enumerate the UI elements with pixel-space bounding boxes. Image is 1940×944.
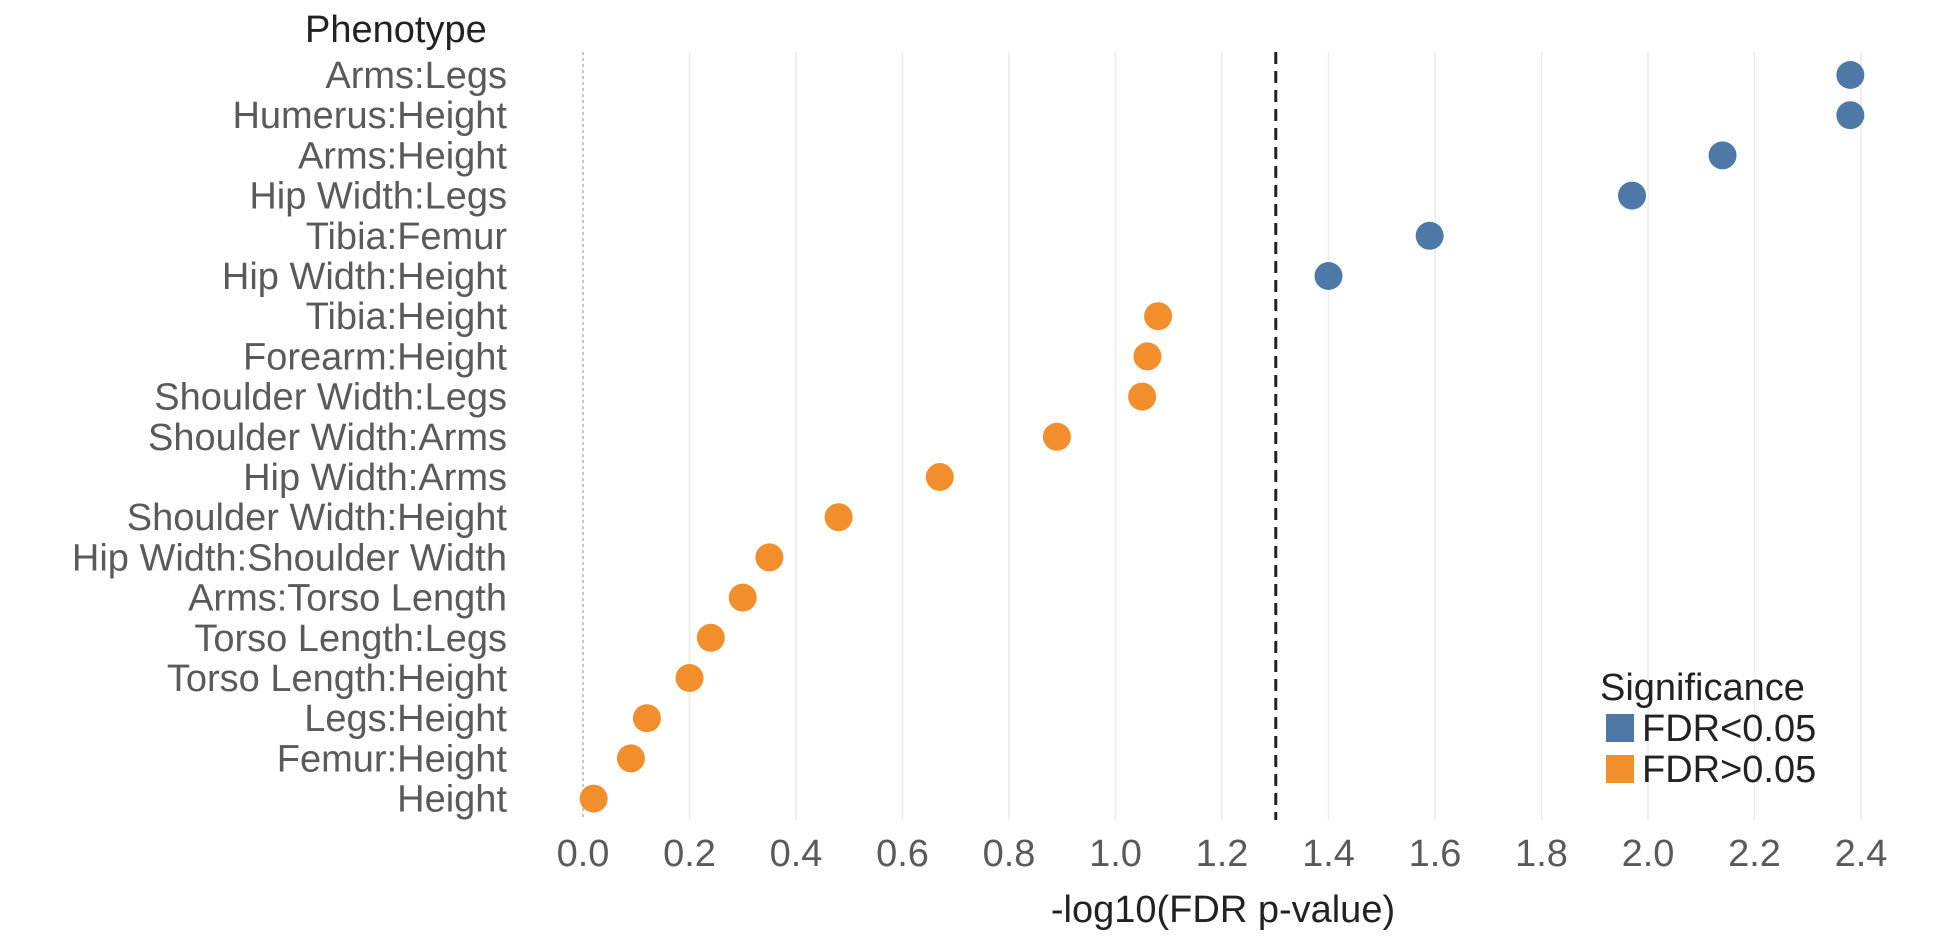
x-tick-label: 0.6 [876,833,929,875]
data-point [696,623,725,652]
data-point [1133,342,1162,371]
x-axis-title: -log10(FDR p-value) [1051,889,1395,931]
data-point [1708,141,1737,170]
data-point [675,664,704,692]
x-tick-label: 1.8 [1515,833,1568,875]
data-point [1042,422,1071,451]
reference-lines [582,52,1278,820]
category-label: Arms:Torso Length [188,578,507,620]
x-tick-label: 1.0 [1089,833,1142,875]
x-tick-label: 0.8 [983,833,1036,875]
category-label: Shoulder Width:Legs [154,377,507,419]
category-label: Hip Width:Legs [249,176,507,218]
category-label: Hip Width:Arms [243,457,507,499]
category-label: Humerus:Height [232,95,507,137]
data-point [1144,302,1173,331]
category-label: Torso Length:Legs [194,618,507,660]
category-label: Torso Length:Height [167,658,508,700]
category-label: Arms:Legs [325,55,507,97]
x-tick-label: 0.4 [770,833,823,875]
legend-swatch [1606,755,1634,783]
category-label: Shoulder Width:Arms [148,417,507,459]
data-point [632,704,661,733]
data-point [1618,181,1647,210]
data-point [824,503,853,532]
legend-label: FDR<0.05 [1642,708,1816,750]
x-tick-label: 0.0 [557,833,610,875]
data-point [1415,221,1444,250]
data-point [925,463,954,491]
data-point [579,784,608,813]
data-point [1314,262,1343,290]
legend-swatch [1606,714,1634,742]
data-point [1836,61,1865,89]
gridlines [688,52,1862,820]
data-point [728,583,757,612]
x-tick-label: 2.0 [1622,833,1675,875]
x-tick-label: 0.2 [663,833,716,875]
category-label: Shoulder Width:Height [127,497,508,539]
category-label: Femur:Height [277,738,508,780]
data-point [1128,382,1157,411]
x-tick-label: 2.4 [1835,833,1888,875]
category-label: Arms:Height [298,135,507,177]
category-label: Height [397,779,507,821]
data-point [1836,101,1865,130]
x-tick-label: 1.4 [1302,833,1355,875]
category-label: Hip Width:Shoulder Width [72,537,507,579]
data-points [579,61,1865,813]
legend-title: Significance [1600,667,1805,709]
category-label: Hip Width:Height [222,256,508,298]
data-point [755,543,784,572]
legend-label: FDR>0.05 [1642,749,1816,791]
x-tick-labels: 0.0 0.2 0.4 0.6 0.8 1.0 1.2 1.4 1.6 1.8 2.0 2.2 2.4 [557,833,1888,875]
category-label: Tibia:Femur [306,216,508,258]
category-label: Tibia:Height [306,296,508,338]
y-axis-title: Phenotype [305,9,487,51]
category-label: Legs:Height [304,698,507,740]
x-tick-label: 1.6 [1409,833,1462,875]
category-label: Forearm:Height [243,336,507,378]
x-tick-label: 1.2 [1196,833,1249,875]
data-point [616,744,645,773]
x-tick-label: 2.2 [1728,833,1781,875]
